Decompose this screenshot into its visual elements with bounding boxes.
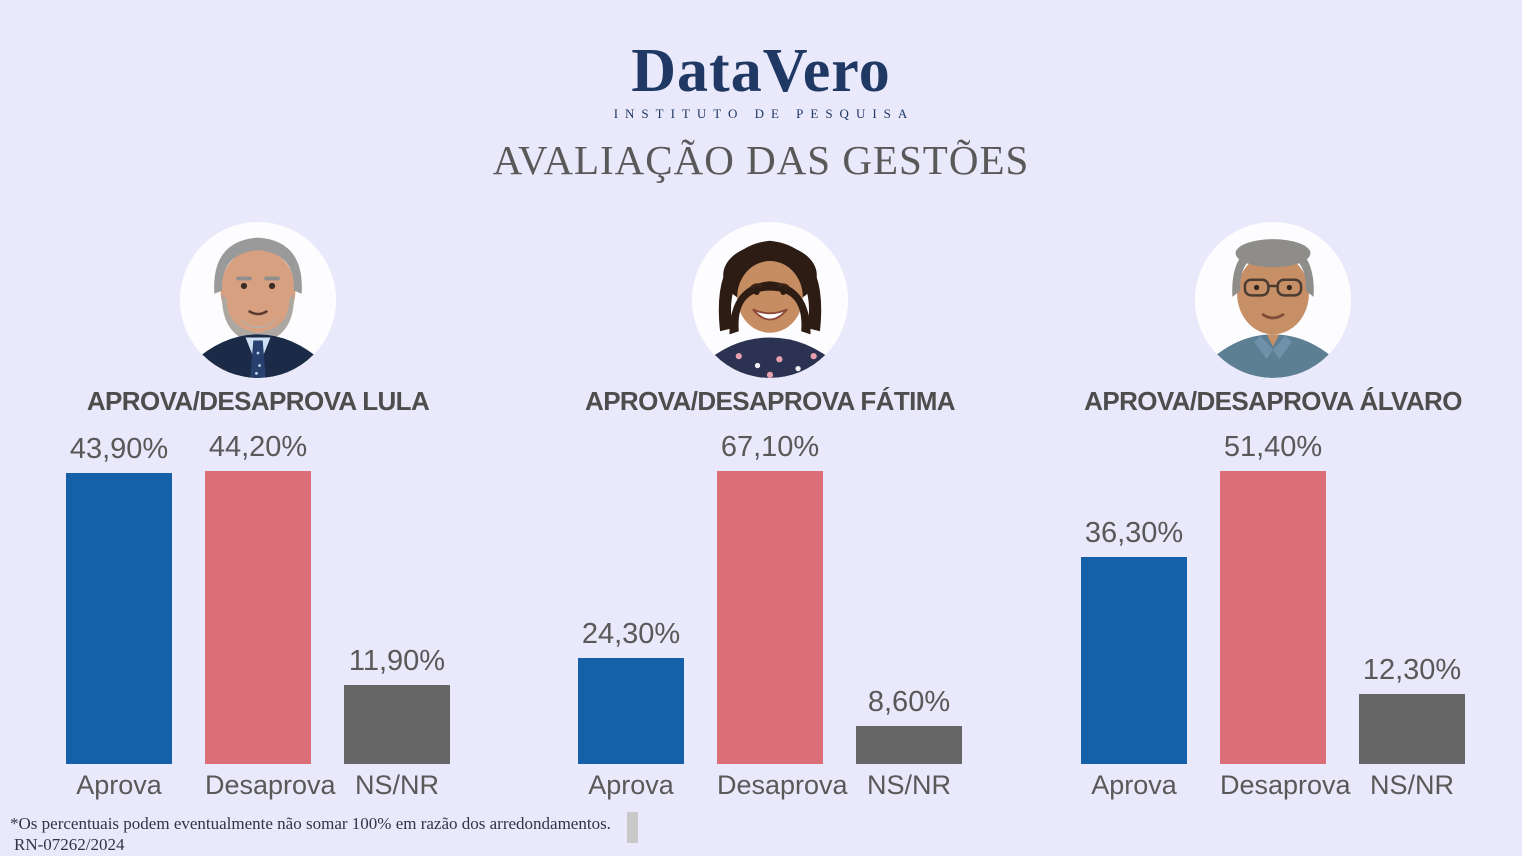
value-label-aprova: 36,30%	[1084, 517, 1184, 549]
logo-subtitle: INSTITUTO DE PESQUISA	[613, 106, 915, 121]
bars-lula: 43,90% 44,20% 11,90%	[66, 431, 450, 764]
alvaro-portrait-illustration	[1195, 222, 1351, 378]
bar-column-desaprova: 44,20%	[205, 431, 311, 764]
alvaro-photo	[1195, 222, 1351, 378]
category-label-desaprova: Desaprova	[205, 770, 336, 800]
value-label-aprova: 43,90%	[69, 433, 169, 465]
footnote-rounding-note: *Os percentuais podem eventualmente não …	[10, 814, 611, 833]
category-label-desaprova: Desaprova	[1220, 770, 1351, 800]
value-label-nsnr: 8,60%	[867, 686, 951, 718]
value-label-desaprova: 44,20%	[208, 431, 308, 463]
category-labels-fatima: Aprova Desaprova NS/NR	[578, 770, 962, 801]
lula-portrait-illustration	[180, 222, 336, 378]
bar-column-aprova: 36,30%	[1081, 517, 1187, 764]
bar-column-aprova: 24,30%	[578, 618, 684, 764]
scrollbar-thumb[interactable]	[627, 812, 638, 843]
category-labels-lula: Aprova Desaprova NS/NR	[66, 770, 450, 801]
chart-title-fatima: APROVA/DESAPROVA FÁTIMA	[585, 386, 956, 416]
bar-column-desaprova: 67,10%	[717, 431, 823, 764]
bars-fatima: 24,30% 67,10% 8,60%	[578, 431, 962, 764]
aprova-bar	[1081, 557, 1187, 764]
category-label-desaprova: Desaprova	[717, 770, 848, 800]
value-label-nsnr: 12,30%	[1362, 654, 1462, 686]
aprova-bar	[66, 473, 172, 764]
desaprova-bar	[717, 471, 823, 764]
bar-column-desaprova: 51,40%	[1220, 431, 1326, 764]
bar-column-nsnr: 11,90%	[344, 645, 450, 764]
footnote: *Os percentuais podem eventualmente não …	[10, 813, 611, 855]
logo-wordmark: DataVero	[631, 37, 891, 105]
page-title: AVALIAÇÃO DAS GESTÕES	[492, 137, 1030, 183]
bar-column-nsnr: 8,60%	[856, 686, 962, 764]
chart-fatima: APROVA/DESAPROVA FÁTIMA 24,30% 67,10% 8,…	[575, 0, 965, 856]
category-label-aprova: Aprova	[76, 770, 162, 800]
chart-alvaro: APROVA/DESAPROVA ÁLVARO 36,30% 51,40% 12…	[1078, 0, 1468, 856]
nsnr-bar	[1359, 694, 1465, 764]
value-label-desaprova: 51,40%	[1223, 431, 1323, 463]
bars-alvaro: 36,30% 51,40% 12,30%	[1081, 431, 1465, 764]
chart-title-alvaro: APROVA/DESAPROVA ÁLVARO	[1084, 386, 1462, 416]
category-label-nsnr: NS/NR	[1369, 770, 1454, 800]
bar-column-nsnr: 12,30%	[1359, 654, 1465, 764]
footnote-registration-number: RN-07262/2024	[14, 835, 125, 854]
fatima-portrait-illustration	[692, 222, 848, 378]
chart-lula: APROVA/DESAPROVA LULA 43,90% 44,20% 11,9…	[63, 0, 453, 856]
value-label-desaprova: 67,10%	[720, 431, 820, 463]
category-label-aprova: Aprova	[1091, 770, 1177, 800]
desaprova-bar	[205, 471, 311, 764]
aprova-bar	[578, 658, 684, 764]
logo: DataVero INSTITUTO DE PESQUISA	[0, 40, 1522, 122]
fatima-photo	[692, 222, 848, 378]
desaprova-bar	[1220, 471, 1326, 764]
category-labels-alvaro: Aprova Desaprova NS/NR	[1081, 770, 1465, 801]
category-label-nsnr: NS/NR	[354, 770, 439, 800]
category-label-nsnr: NS/NR	[866, 770, 951, 800]
bar-column-aprova: 43,90%	[66, 433, 172, 764]
chart-title-lula: APROVA/DESAPROVA LULA	[86, 386, 430, 416]
value-label-nsnr: 11,90%	[348, 645, 446, 677]
category-label-aprova: Aprova	[588, 770, 674, 800]
lula-photo	[180, 222, 336, 378]
nsnr-bar	[856, 726, 962, 764]
nsnr-bar	[344, 685, 450, 764]
value-label-aprova: 24,30%	[581, 618, 681, 650]
